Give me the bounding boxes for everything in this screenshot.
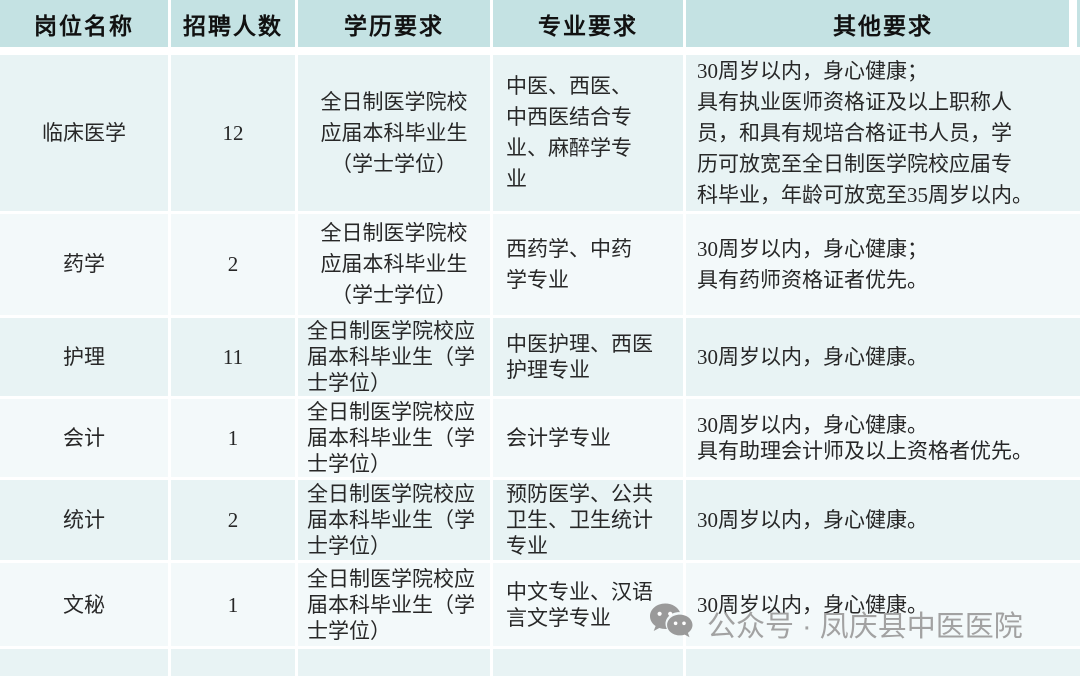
cell-text: 会计学专业 — [506, 426, 611, 450]
column-header: 岗位名称 — [0, 0, 168, 47]
cell-specialty: 中医护理、西医 护理专业 — [493, 318, 683, 396]
cell-position: 临床医学 — [0, 55, 168, 211]
cell-position — [0, 649, 168, 676]
column-header: 其他要求 — [686, 0, 1080, 47]
cell-text: 30周岁以内，身心健康； 具有药师资格证者优先。 — [697, 236, 928, 292]
cell-education — [298, 649, 490, 676]
cell-text: 预防医学、公共 卫生、卫生统计 专业 — [506, 482, 653, 558]
cell-position: 文秘 — [0, 563, 168, 646]
cell-text: 护理 — [63, 345, 105, 369]
cell-text: 中医护理、西医 护理专业 — [506, 332, 653, 382]
cell-education: 全日制医学院校应 届本科毕业生（学 士学位） — [298, 399, 490, 477]
cell-text: 1 — [227, 426, 239, 450]
cell-text: 全日制医学院校 应届本科毕业生 （学士学位） — [320, 221, 468, 307]
cell-text: 临床医学 — [42, 120, 126, 145]
cell-education: 全日制医学院校应 届本科毕业生（学 士学位） — [298, 563, 490, 646]
cell-text: 中医、西医、 中西医结合专 业、麻醉学专 业 — [506, 74, 632, 191]
cell-text: 全日制医学院校应 届本科毕业生（学 士学位） — [307, 400, 475, 476]
cell-count: 11 — [171, 318, 295, 396]
cell-other — [686, 649, 1080, 676]
cell-text: 全日制医学院校应 届本科毕业生（学 士学位） — [307, 319, 475, 395]
cell-education: 全日制医学院校 应届本科毕业生 （学士学位） — [298, 55, 490, 211]
cell-education: 全日制医学院校应 届本科毕业生（学 士学位） — [298, 480, 490, 560]
cell-text: 全日制医学院校 应届本科毕业生 （学士学位） — [320, 89, 468, 176]
cell-position: 护理 — [0, 318, 168, 396]
cell-other: 30周岁以内，身心健康。 具有助理会计师及以上资格者优先。 — [686, 399, 1080, 477]
cell-education: 全日制医学院校 应届本科毕业生 （学士学位） — [298, 214, 490, 315]
cell-count: 1 — [171, 399, 295, 477]
cell-text: 全日制医学院校应 届本科毕业生（学 士学位） — [307, 566, 475, 643]
cell-count: 2 — [171, 480, 295, 560]
cell-text: 药学 — [63, 252, 105, 276]
cell-other: 30周岁以内，身心健康。 — [686, 563, 1080, 646]
cell-text: 11 — [222, 345, 244, 369]
cell-text: 中文专业、汉语 言文学专业 — [506, 579, 653, 630]
column-header: 学历要求 — [298, 0, 490, 47]
cell-count: 1 — [171, 563, 295, 646]
cell-specialty: 会计学专业 — [493, 399, 683, 477]
cell-text: 30周岁以内，身心健康； 具有执业医师资格证及以上职称人 员，和具有规培合格证书… — [697, 58, 1033, 207]
table-body: 临床医学 12 全日制医学院校 应届本科毕业生 （学士学位） 中医、西医、 中西医结合… — [0, 55, 1080, 676]
cell-other: 30周岁以内，身心健康。 — [686, 480, 1080, 560]
cell-text: 12 — [222, 120, 244, 145]
cell-specialty — [493, 649, 683, 676]
cell-position: 药学 — [0, 214, 168, 315]
cell-text: 西药学、中药 学专业 — [506, 236, 632, 292]
cell-specialty: 预防医学、公共 卫生、卫生统计 专业 — [493, 480, 683, 560]
cell-text: 30周岁以内，身心健康。 — [697, 508, 928, 532]
cell-text: 文秘 — [63, 592, 105, 617]
cell-other: 30周岁以内，身心健康； 具有药师资格证者优先。 — [686, 214, 1080, 315]
cell-specialty: 西药学、中药 学专业 — [493, 214, 683, 315]
cell-count — [171, 649, 295, 676]
cell-specialty: 中医、西医、 中西医结合专 业、麻醉学专 业 — [493, 55, 683, 211]
cell-text: 30周岁以内，身心健康。 — [697, 345, 928, 369]
cell-text: 会计 — [63, 426, 105, 450]
cell-other: 30周岁以内，身心健康。 — [686, 318, 1080, 396]
cell-text: 统计 — [63, 508, 105, 532]
cell-text: 1 — [227, 592, 239, 617]
column-header: 招聘人数 — [171, 0, 295, 47]
cell-text: 30周岁以内，身心健康。 具有助理会计师及以上资格者优先。 — [697, 413, 1033, 463]
table-header-row: 岗位名称 招聘人数 学历要求 专业要求 其他要求 — [0, 0, 1080, 47]
column-header: 专业要求 — [493, 0, 683, 47]
cell-text: 30周岁以内，身心健康。 — [697, 592, 928, 617]
cell-education: 全日制医学院校应 届本科毕业生（学 士学位） — [298, 318, 490, 396]
cell-count: 12 — [171, 55, 295, 211]
cell-count: 2 — [171, 214, 295, 315]
cell-position: 会计 — [0, 399, 168, 477]
cell-text: 2 — [227, 508, 239, 532]
cell-other: 30周岁以内，身心健康； 具有执业医师资格证及以上职称人 员，和具有规培合格证书… — [686, 55, 1080, 211]
cell-text: 全日制医学院校应 届本科毕业生（学 士学位） — [307, 482, 475, 558]
cell-specialty: 中文专业、汉语 言文学专业 — [493, 563, 683, 646]
cell-text: 2 — [227, 252, 239, 276]
cell-position: 统计 — [0, 480, 168, 560]
